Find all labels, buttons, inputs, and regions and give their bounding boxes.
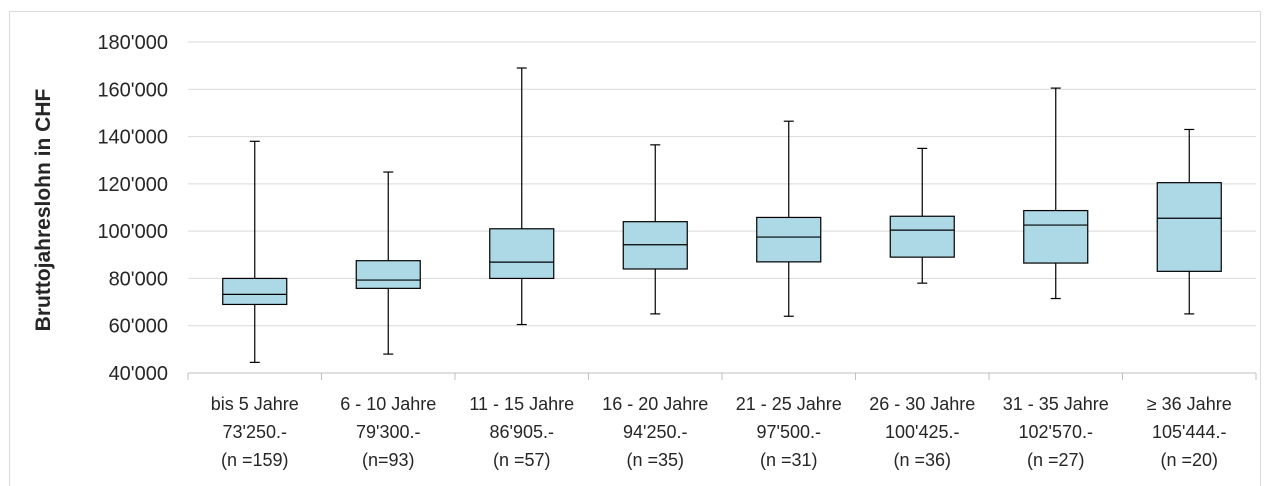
x-category-label: (n =20) <box>1160 450 1218 470</box>
gridlines <box>188 41 1256 327</box>
box-group <box>889 147 955 284</box>
y-axis-tick-labels: 40'000 60'000 80'000 100'000 120'000 140'000 1… <box>97 32 168 385</box>
y-tick-label: 60'000 <box>109 316 168 338</box>
y-tick-label: 40'000 <box>109 363 168 385</box>
box-group <box>1023 87 1089 300</box>
iqr-box <box>222 277 288 306</box>
iqr-box <box>1156 182 1222 272</box>
x-category-label: 105'444.- <box>1152 422 1227 442</box>
y-axis-title: Bruttojahreslohn in CHF <box>32 89 55 332</box>
x-category-label: (n =27) <box>1027 450 1085 470</box>
x-axis <box>187 372 1257 380</box>
box-group <box>355 171 421 355</box>
y-tick-label: 140'000 <box>97 127 168 149</box>
iqr-box <box>756 216 822 263</box>
x-category-label: (n =159) <box>221 450 289 470</box>
x-category-label: 86'905.- <box>490 422 555 442</box>
x-category-label: (n=93) <box>362 450 415 470</box>
x-category-label: 94'250.- <box>623 422 688 442</box>
iqr-box <box>1023 209 1089 264</box>
y-tick-label: 120'000 <box>97 174 168 196</box>
y-tick-label: 180'000 <box>97 32 168 54</box>
iqr-box <box>889 215 955 258</box>
x-category-label: 100'425.- <box>885 422 960 442</box>
x-category-label: (n =35) <box>626 450 684 470</box>
y-tick-label: 160'000 <box>97 79 168 101</box>
x-category-label: 16 - 20 Jahre <box>602 394 708 414</box>
x-category-label: (n =36) <box>893 450 951 470</box>
x-axis-category-labels: bis 5 Jahre 73'250.- (n =159) 6 - 10 Jahre 7… <box>211 394 1232 470</box>
iqr-box <box>355 260 421 289</box>
x-category-label: (n =57) <box>493 450 551 470</box>
y-tick-label: 100'000 <box>97 221 168 243</box>
x-category-label: bis 5 Jahre <box>211 394 299 414</box>
x-category-label: 73'250.- <box>223 422 288 442</box>
box-group <box>622 144 688 315</box>
box-group <box>1156 128 1222 315</box>
x-category-label: 102'570.- <box>1019 422 1094 442</box>
x-category-label: 31 - 35 Jahre <box>1003 394 1109 414</box>
box-group <box>489 67 555 326</box>
x-category-label: 26 - 30 Jahre <box>869 394 975 414</box>
box-group <box>222 140 288 363</box>
y-tick-label: 80'000 <box>109 268 168 290</box>
iqr-box <box>489 228 555 280</box>
x-category-label: ≥ 36 Jahre <box>1147 394 1232 414</box>
x-category-label: (n =31) <box>760 450 818 470</box>
x-category-label: 97'500.- <box>757 422 822 442</box>
x-category-label: 11 - 15 Jahre <box>469 394 574 414</box>
boxes <box>222 67 1222 363</box>
x-category-label: 79'300.- <box>356 422 421 442</box>
x-category-label: 6 - 10 Jahre <box>340 394 436 414</box>
box-group <box>756 120 822 317</box>
x-category-label: 21 - 25 Jahre <box>736 394 842 414</box>
